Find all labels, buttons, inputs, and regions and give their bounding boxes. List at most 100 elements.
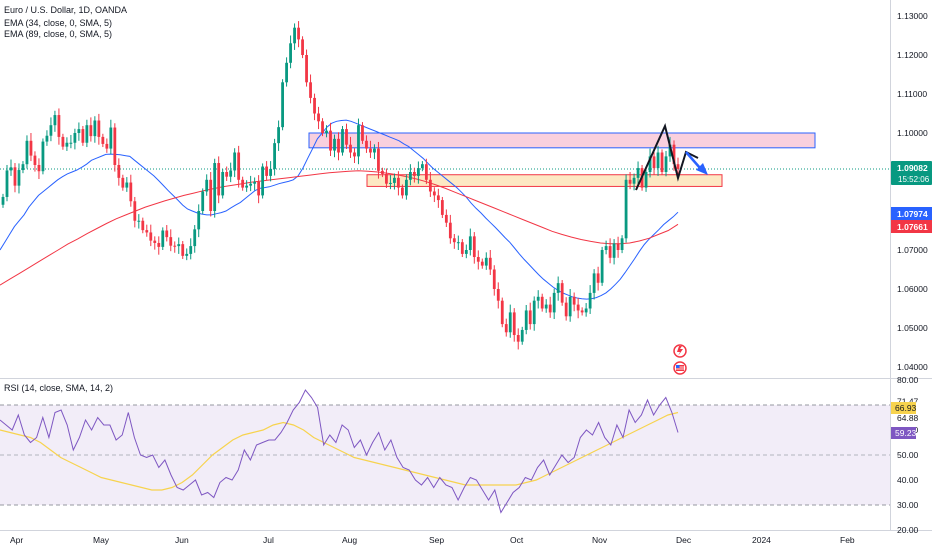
event-flag-icon[interactable] [673, 344, 687, 358]
price-axis[interactable]: 1.130001.120001.110001.100001.090001.080… [897, 11, 928, 372]
candle-body [181, 244, 185, 256]
candle-body [660, 152, 664, 172]
candle-body [472, 236, 476, 258]
time-tick-label: Feb [840, 535, 855, 545]
candle-body [548, 304, 552, 313]
candle-body [25, 140, 29, 165]
candle-body [77, 129, 81, 133]
candle-body [197, 211, 201, 230]
price-tick-label: 1.05000 [897, 323, 928, 333]
candle-body [209, 179, 213, 211]
candle-body [65, 142, 69, 147]
candle-body [117, 164, 121, 178]
rsi-tick-label: 20.00 [897, 525, 919, 535]
time-tick-label: Dec [676, 535, 692, 545]
candle-body [1, 196, 5, 205]
rsi-tag: 59.23 [891, 427, 917, 439]
candle-body [456, 242, 460, 244]
candle-body [512, 312, 516, 336]
candle-body [397, 177, 400, 188]
candle-body [297, 27, 300, 40]
candle-body [101, 136, 105, 144]
time-axis[interactable]: Apr May Jun Jul Aug Sep Oct Nov Dec 2024 Feb [10, 535, 855, 545]
time-tick-label: Oct [510, 535, 524, 545]
candle-body [121, 177, 125, 188]
candle-body [436, 195, 440, 201]
candle-body [401, 187, 404, 196]
candle-body [333, 138, 336, 151]
candle-body [600, 250, 604, 283]
rsi-ma-line [0, 411, 679, 491]
candle-body [157, 242, 161, 247]
candle-body [492, 269, 496, 289]
candle-body [612, 243, 616, 258]
price-tick-label: 1.13000 [897, 11, 928, 21]
ema34-tag: 1.07974 [891, 207, 932, 220]
candle-body [516, 335, 520, 342]
candle-body [420, 164, 424, 169]
candle-body [536, 296, 540, 301]
candle-body [217, 163, 221, 196]
candle-body [125, 182, 129, 188]
candle-body [444, 214, 448, 223]
candle-body [81, 129, 85, 143]
candle-body [508, 312, 512, 333]
candle-body [53, 115, 57, 126]
price-tick-label: 1.10000 [897, 128, 928, 138]
candle-body [133, 201, 137, 221]
candle-body [460, 242, 464, 254]
candle-body [57, 115, 61, 137]
countdown-text: 15:52:06 [898, 175, 930, 184]
rsi-ma-value: 66.93 [895, 403, 917, 413]
candle-body [560, 283, 564, 303]
ema34-legend[interactable]: EMA (34, close, 0, SMA, 5) [4, 18, 113, 28]
candle-body [277, 127, 280, 144]
resistance-zone [308, 132, 816, 149]
candle-body [580, 310, 584, 313]
candle-body [281, 82, 284, 128]
symbol-title[interactable]: Euro / U.S. Dollar, 1D, OANDA [4, 5, 128, 15]
candle-body [241, 179, 245, 188]
candle-body [237, 152, 241, 180]
time-tick-label: May [93, 535, 110, 545]
candle-body [161, 230, 165, 247]
price-tick-label: 1.04000 [897, 362, 928, 372]
candle-body [257, 181, 261, 196]
candle-body [173, 245, 177, 247]
candle-body [672, 144, 676, 165]
rsi-line [0, 389, 679, 514]
candle-body [113, 127, 117, 165]
candle-body [644, 172, 648, 188]
candle-body [353, 152, 356, 157]
rsi-legend[interactable]: RSI (14, close, SMA, 14, 2) [4, 383, 114, 393]
candle-body [305, 55, 308, 83]
candle-body [552, 292, 556, 313]
candle-body [141, 220, 145, 231]
candle-body [373, 148, 376, 153]
candle-body [233, 152, 237, 171]
candle-body [520, 329, 524, 342]
candle-body [608, 246, 612, 258]
candle-body [648, 156, 652, 172]
candle-body [193, 229, 197, 247]
candle-body [145, 230, 149, 233]
candle-body [476, 257, 480, 262]
candle-body [109, 127, 113, 149]
rsi-value: 59.23 [895, 428, 917, 438]
candle-body [49, 125, 53, 136]
time-tick-label: Apr [10, 535, 23, 545]
candle-body [636, 168, 640, 178]
candle-body [592, 273, 596, 293]
candle-body [253, 181, 257, 184]
candle-body [584, 308, 588, 313]
candle-body [105, 143, 109, 149]
us-flag-icon[interactable] [673, 361, 687, 375]
candle-body [13, 167, 17, 186]
price-pane[interactable] [0, 0, 890, 378]
ema89-legend[interactable]: EMA (89, close, 0, SMA, 5) [4, 29, 113, 39]
rsi-tick-label: 30.00 [897, 500, 919, 510]
candle-body [41, 141, 45, 172]
